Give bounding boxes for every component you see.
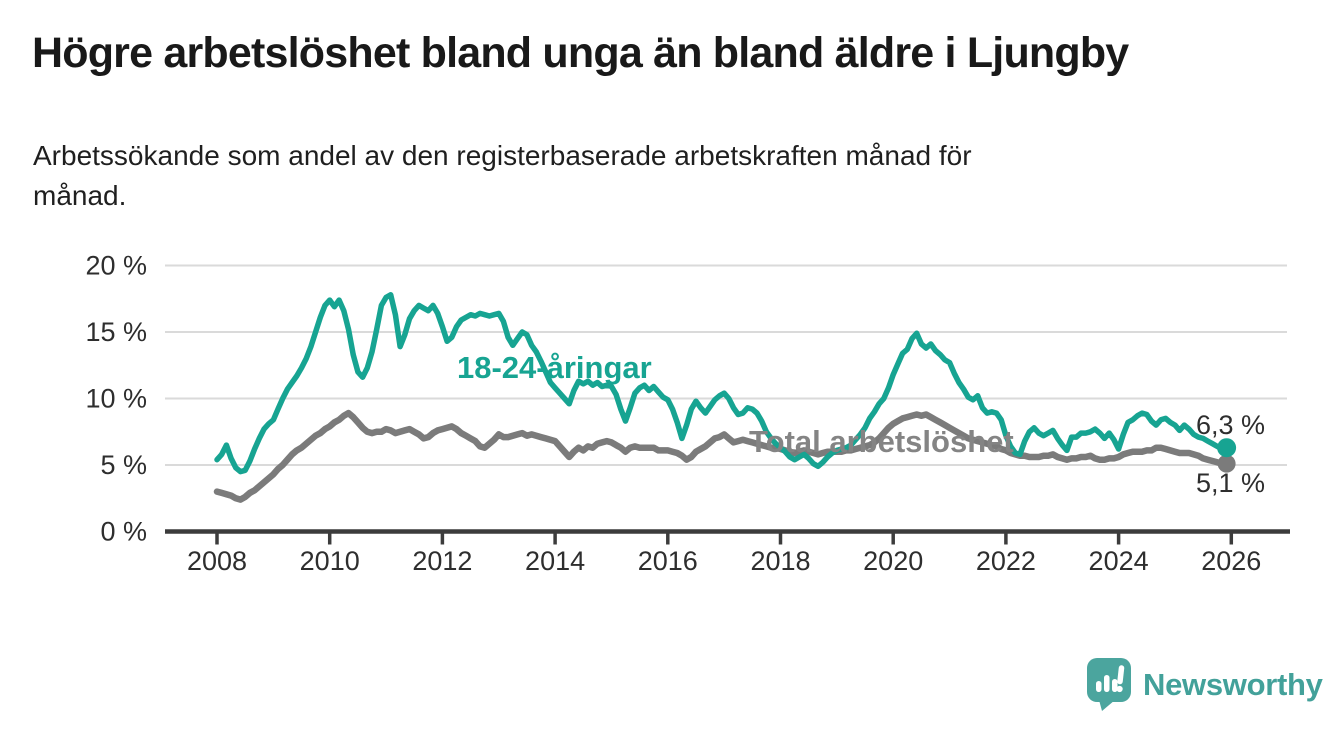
x-tick-label: 2024 [1089, 546, 1149, 576]
logo-exclamation-dot [1116, 685, 1123, 693]
x-tick-label: 2022 [976, 546, 1036, 576]
series-lines [213, 292, 1237, 503]
y-tick-label: 0 % [100, 517, 147, 547]
x-tick-label: 2026 [1201, 546, 1261, 576]
end-value-label-youth: 6,3 % [1196, 410, 1265, 440]
newsworthy-logo: Newsworthy [1086, 658, 1323, 711]
x-tick-label: 2018 [750, 546, 810, 576]
series-line-total [213, 409, 1230, 503]
y-tick-label: 5 % [100, 450, 147, 480]
chart-subtitle-line-2: månad. [33, 179, 127, 211]
chart-subtitle-line-1: Arbetssökande som andel av den registerb… [33, 140, 972, 171]
x-tick-label: 2016 [638, 546, 698, 576]
x-tick-label: 2008 [187, 546, 247, 576]
logo-bar-2 [1104, 675, 1110, 692]
y-axis-labels: 0 % 5 % 10 % 15 % 20 % [85, 251, 147, 547]
chart-subtitle: Arbetssökande som andel av den registerb… [33, 136, 1213, 216]
newsworthy-logo-icon [1087, 658, 1131, 711]
newsworthy-logo-text: Newsworthy [1143, 666, 1323, 702]
gridlines [165, 264, 1287, 466]
end-value-label-total: 5,1 % [1196, 468, 1265, 498]
y-tick-label: 20 % [85, 251, 147, 281]
series-label-total: Total arbetslöshet [749, 424, 1014, 459]
logo-bar-1 [1096, 681, 1102, 692]
x-axis [165, 529, 1290, 545]
series-line-youth [214, 292, 1230, 475]
series-label-youth: 18-24-åringar [457, 350, 652, 385]
y-tick-label: 10 % [85, 384, 147, 414]
logo-bar-3 [1112, 679, 1118, 692]
end-dot-youth [1217, 438, 1237, 458]
logo-exclamation-bar [1117, 665, 1125, 685]
chart-title: Högre arbetslöshet bland unga än bland ä… [32, 29, 1129, 77]
y-tick-label: 15 % [85, 317, 147, 347]
x-tick-label: 2010 [300, 546, 360, 576]
x-tick-label: 2014 [525, 546, 585, 576]
end-dot-total [1217, 454, 1236, 473]
x-axis-labels: 2008 2010 2012 2014 2016 2018 2020 2022 2024 2026 [187, 546, 1261, 576]
x-tick-label: 2012 [412, 546, 472, 576]
x-tick-label: 2020 [863, 546, 923, 576]
